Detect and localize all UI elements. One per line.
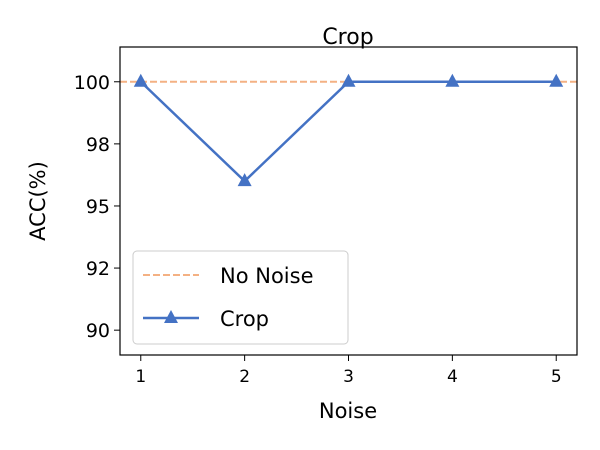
x-tick-label: 1 <box>135 367 146 387</box>
crop-point <box>341 73 356 87</box>
plot-frame <box>119 46 578 356</box>
y-tick-label: 98 <box>86 134 110 156</box>
crop-point <box>445 73 460 87</box>
x-tick-label: 3 <box>343 367 354 387</box>
crop-point <box>549 73 564 87</box>
legend: No Noise Crop <box>132 250 349 345</box>
chart-title: Crop <box>322 25 373 50</box>
legend-label-crop: Crop <box>220 307 269 331</box>
y-tick-label: 92 <box>86 258 110 280</box>
y-tick-label: 90 <box>86 320 110 342</box>
x-axis-label: Noise <box>319 399 377 423</box>
legend-marker-crop <box>164 310 178 323</box>
y-axis-label: ACC(%) <box>26 161 50 241</box>
x-tick-label: 2 <box>239 367 250 387</box>
y-tick-label: 100 <box>74 72 110 94</box>
crop-point <box>133 73 148 87</box>
legend-label-no-noise: No Noise <box>220 264 314 288</box>
y-tick-label: 95 <box>86 196 110 218</box>
x-tick-label: 4 <box>447 367 458 387</box>
crop-line <box>139 80 557 183</box>
x-tick-label: 5 <box>551 367 562 387</box>
crop-point <box>237 173 252 187</box>
